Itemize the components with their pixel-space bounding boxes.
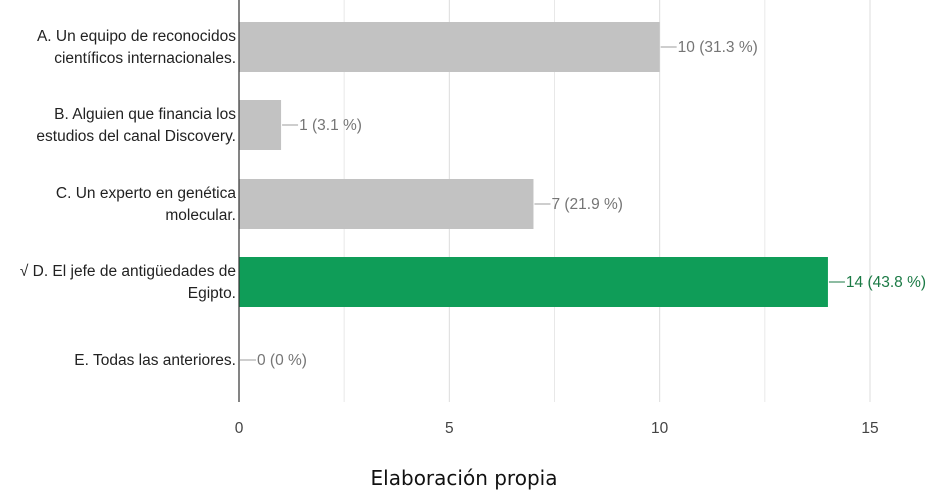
category-label: estudios del canal Discovery. <box>36 128 236 145</box>
value-label: 10 (31.3 %) <box>678 39 758 56</box>
category-label: científicos internacionales. <box>54 50 236 67</box>
bar <box>239 22 660 72</box>
value-label: 1 (3.1 %) <box>299 117 362 134</box>
x-tick-label: 0 <box>235 420 244 437</box>
category-label: A. Un equipo de reconocidos <box>37 28 236 45</box>
category-label: molecular. <box>165 207 236 224</box>
category-label: E. Todas las anteriores. <box>74 352 236 369</box>
x-tick-label: 15 <box>861 420 878 437</box>
x-tick-label: 10 <box>651 420 669 437</box>
chart-caption: Elaboración propia <box>370 466 558 490</box>
category-label: B. Alguien que financia los <box>54 106 236 123</box>
value-label: 0 (0 %) <box>257 352 307 369</box>
category-label: √ D. El jefe de antigüedades de <box>20 263 236 280</box>
value-label: 14 (43.8 %) <box>846 274 926 291</box>
bar <box>239 100 282 150</box>
category-label: C. Un experto en genética <box>56 185 236 202</box>
x-tick-label: 5 <box>445 420 454 437</box>
category-label: Egipto. <box>188 285 236 302</box>
bar-chart: 10 (31.3 %) 1 (3.1 %) 7 (21.9 %) 14 (43.8 %… <box>20 0 926 437</box>
bar <box>239 257 828 307</box>
value-label: 7 (21.9 %) <box>551 196 623 213</box>
bar <box>239 179 534 229</box>
